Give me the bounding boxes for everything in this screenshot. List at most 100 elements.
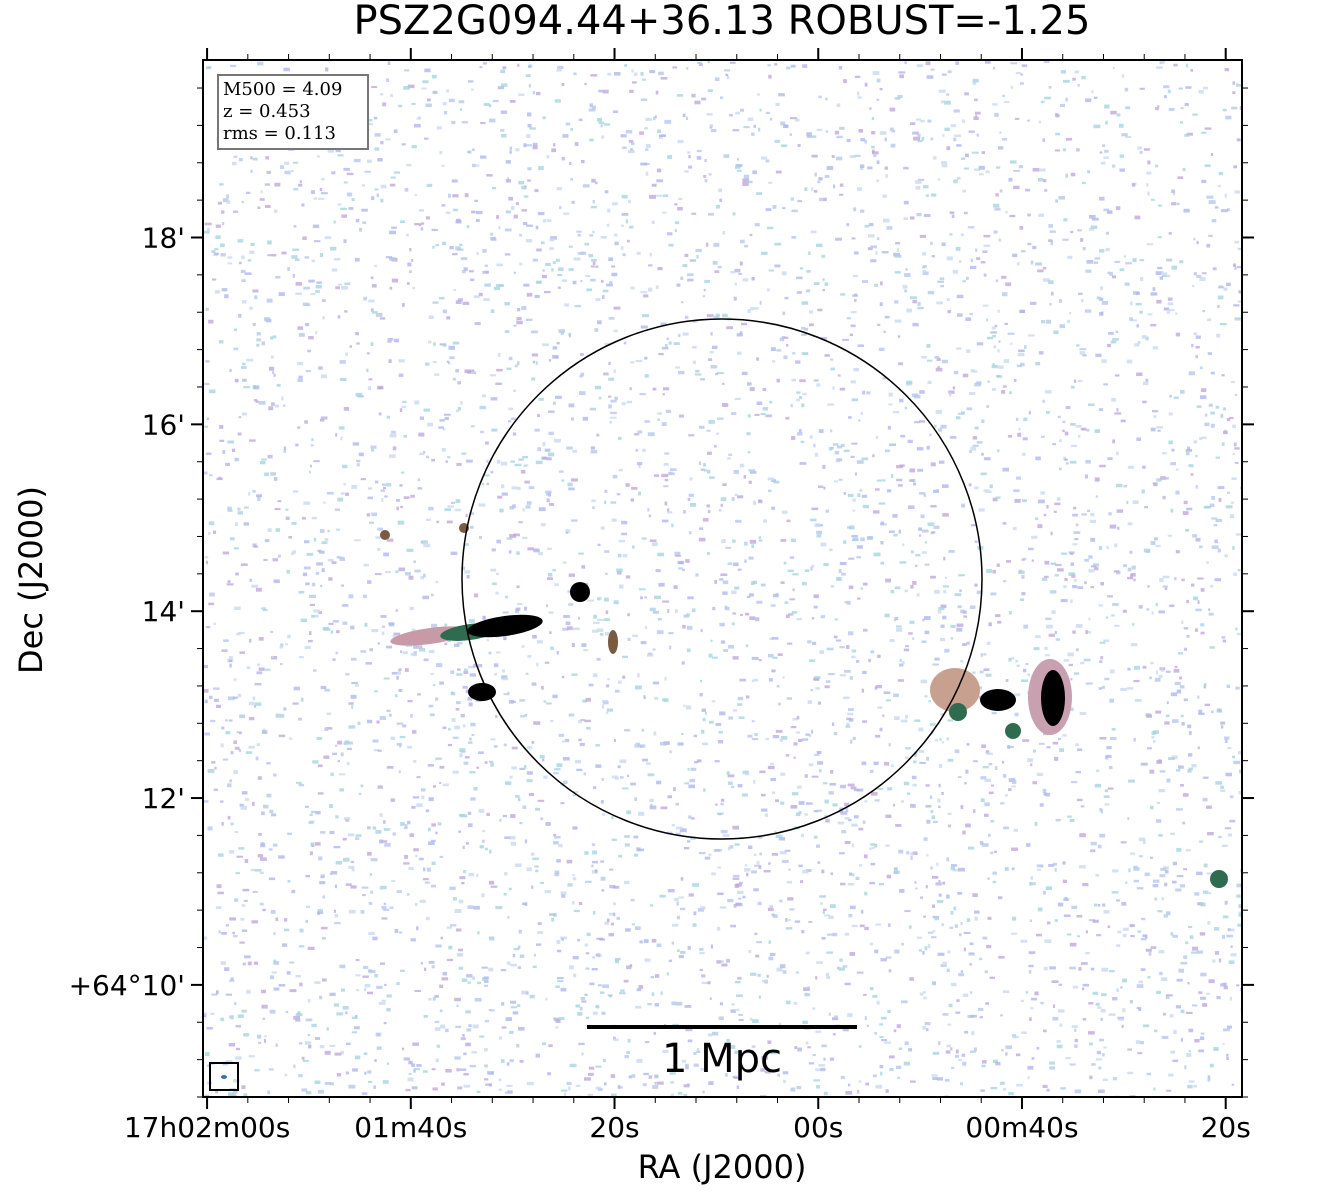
noise-pixel xyxy=(753,888,759,892)
noise-pixel xyxy=(1180,961,1188,965)
noise-pixel xyxy=(364,1071,367,1075)
noise-pixel xyxy=(578,738,582,742)
noise-pixel xyxy=(849,951,856,956)
noise-pixel xyxy=(990,331,997,334)
noise-pixel xyxy=(220,743,224,748)
noise-pixel xyxy=(483,103,490,106)
noise-pixel xyxy=(203,230,210,234)
noise-pixel xyxy=(481,394,486,398)
noise-pixel xyxy=(339,377,347,382)
noise-pixel xyxy=(1079,351,1086,355)
noise-pixel xyxy=(260,857,267,861)
noise-pixel xyxy=(1164,869,1169,874)
noise-pixel xyxy=(1173,1030,1177,1034)
noise-pixel xyxy=(915,553,921,557)
noise-pixel xyxy=(257,61,264,66)
noise-pixel xyxy=(336,1073,342,1077)
noise-pixel xyxy=(221,210,225,214)
noise-pixel xyxy=(814,676,821,680)
noise-pixel xyxy=(446,89,449,93)
noise-pixel xyxy=(993,203,1000,208)
noise-pixel xyxy=(941,100,945,104)
noise-pixel xyxy=(940,604,947,609)
noise-pixel xyxy=(784,336,789,339)
noise-pixel xyxy=(469,512,474,515)
noise-pixel xyxy=(481,966,488,969)
noise-pixel xyxy=(260,843,266,848)
noise-pixel xyxy=(931,255,936,258)
noise-pixel xyxy=(790,404,793,408)
noise-pixel xyxy=(403,496,410,499)
noise-pixel xyxy=(851,237,856,240)
noise-pixel xyxy=(531,740,535,744)
noise-pixel xyxy=(846,317,851,320)
noise-pixel xyxy=(366,352,370,355)
noise-pixel xyxy=(423,573,426,578)
noise-pixel xyxy=(483,980,489,983)
noise-pixel xyxy=(518,521,523,524)
noise-pixel xyxy=(385,256,393,259)
noise-pixel xyxy=(490,738,496,741)
noise-pixel xyxy=(1234,266,1237,270)
noise-pixel xyxy=(603,372,609,376)
noise-pixel xyxy=(1217,548,1221,553)
noise-pixel xyxy=(826,647,834,651)
noise-pixel xyxy=(210,1012,215,1015)
noise-pixel xyxy=(930,241,933,245)
noise-pixel xyxy=(1074,1038,1078,1043)
noise-pixel xyxy=(658,134,666,138)
noise-pixel xyxy=(1202,309,1206,313)
noise-pixel xyxy=(917,139,923,143)
noise-pixel xyxy=(287,267,290,271)
noise-pixel xyxy=(897,484,903,487)
noise-pixel xyxy=(340,436,343,441)
noise-pixel xyxy=(1196,240,1199,245)
noise-pixel xyxy=(291,889,296,894)
noise-pixel xyxy=(603,1058,606,1063)
noise-pixel xyxy=(758,499,763,504)
noise-pixel xyxy=(428,997,432,1001)
noise-pixel xyxy=(536,662,539,667)
noise-pixel xyxy=(699,947,704,951)
noise-pixel xyxy=(976,133,980,137)
noise-pixel xyxy=(696,759,702,763)
noise-pixel xyxy=(684,1005,692,1008)
noise-pixel xyxy=(741,371,748,376)
noise-pixel xyxy=(1127,465,1134,469)
noise-pixel xyxy=(501,1059,505,1064)
noise-pixel xyxy=(302,302,310,307)
noise-pixel xyxy=(720,573,728,577)
noise-pixel xyxy=(1069,818,1075,822)
noise-pixel xyxy=(707,89,713,93)
noise-pixel xyxy=(455,708,460,711)
noise-pixel xyxy=(698,851,706,855)
noise-pixel xyxy=(514,364,518,368)
noise-pixel xyxy=(409,606,414,611)
noise-pixel xyxy=(238,631,245,634)
noise-pixel xyxy=(666,337,669,341)
noise-pixel xyxy=(814,835,818,839)
noise-pixel xyxy=(1015,417,1019,422)
noise-pixel xyxy=(536,943,542,946)
noise-pixel xyxy=(345,352,348,356)
noise-pixel xyxy=(796,291,802,294)
noise-pixel xyxy=(874,949,879,954)
noise-pixel xyxy=(879,302,883,307)
noise-pixel xyxy=(609,281,613,284)
noise-pixel xyxy=(634,853,639,857)
noise-pixel xyxy=(590,205,598,209)
noise-pixel xyxy=(1199,366,1203,370)
noise-pixel xyxy=(1185,528,1190,532)
noise-pixel xyxy=(856,660,860,663)
noise-pixel xyxy=(622,146,627,149)
noise-pixel xyxy=(842,696,850,700)
noise-pixel xyxy=(534,428,540,432)
noise-pixel xyxy=(562,627,569,631)
noise-pixel xyxy=(930,137,934,141)
noise-pixel xyxy=(524,839,528,844)
noise-pixel xyxy=(861,494,868,498)
noise-pixel xyxy=(236,731,239,734)
noise-pixel xyxy=(501,1026,507,1029)
noise-pixel xyxy=(1056,497,1061,501)
noise-pixel xyxy=(1059,103,1066,108)
